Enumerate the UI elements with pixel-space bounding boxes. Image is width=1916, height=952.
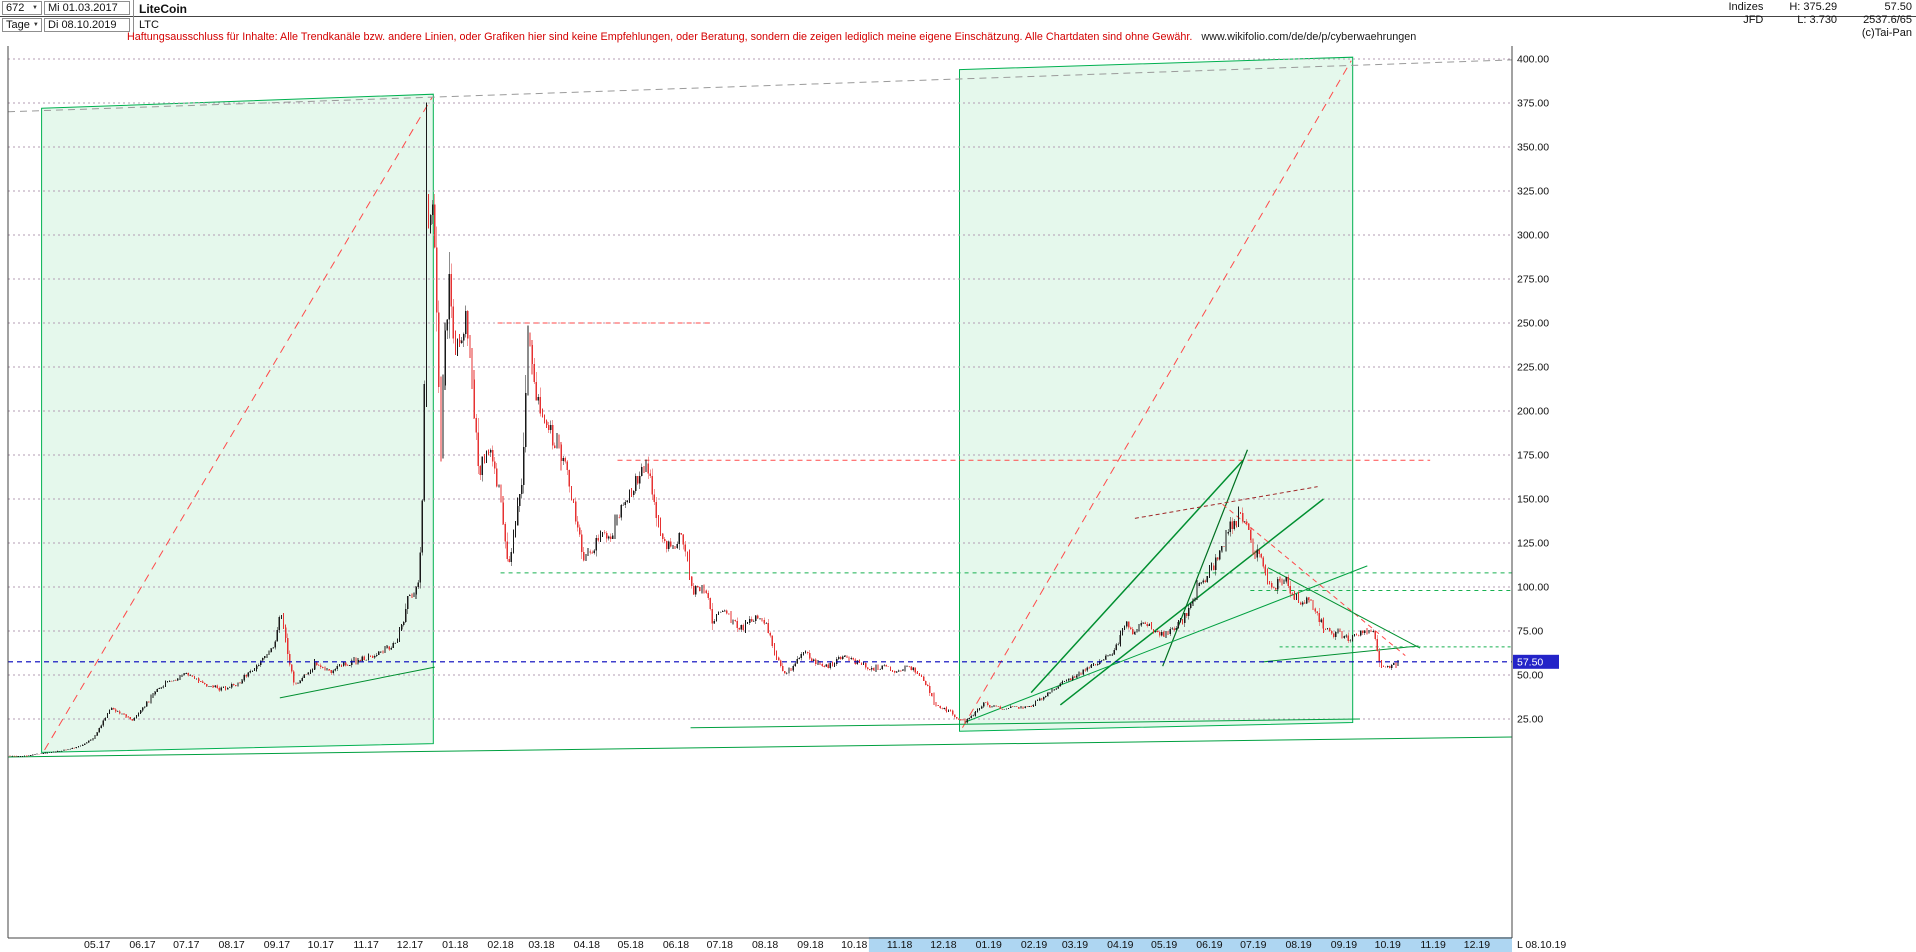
y-tick-label: 25.00	[1517, 714, 1543, 726]
date-from-value: Mi 01.03.2017	[48, 2, 118, 14]
high-value: H: 375.29	[1789, 1, 1838, 13]
x-tick-label: 07.18	[707, 939, 733, 951]
x-tick-label: 02.19	[1021, 939, 1047, 951]
toolbar: 672 ▼ Mi 01.03.2017 Tage ▼ Di 08.10.2019…	[0, 0, 1916, 46]
period-select[interactable]: Tage ▼	[2, 18, 42, 32]
x-tick-label: 12.19	[1464, 939, 1490, 951]
date-to-value: Di 08.10.2019	[48, 19, 117, 31]
period-value: Tage	[6, 19, 30, 31]
x-tick-label: 11.18	[887, 939, 913, 951]
x-tick-label: 07.19	[1240, 939, 1266, 951]
svg-text:57.50: 57.50	[1517, 656, 1543, 668]
x-tick-label: 01.19	[976, 939, 1002, 951]
date-to-field[interactable]: Di 08.10.2019	[44, 18, 130, 32]
x-tick-label: 06.17	[129, 939, 155, 951]
x-axis-labels: 05.17 06.17 07.17 08.17 09.17 10.17 11.17 12.17…	[84, 939, 1490, 951]
chevron-down-icon: ▼	[32, 5, 38, 11]
x-tick-label: 06.19	[1196, 939, 1222, 951]
x-tick-label: 04.19	[1107, 939, 1133, 951]
divider	[133, 0, 134, 33]
quote-info: Indizes H: 375.29 57.50 JFD L: 3.730 253…	[1729, 1, 1913, 26]
y-tick-label: 200.00	[1517, 406, 1549, 418]
last-value: 57.50	[1884, 1, 1912, 13]
x-tick-label: 05.19	[1151, 939, 1177, 951]
chevron-down-icon: ▼	[32, 22, 39, 28]
x-tick-label: 06.18	[663, 939, 689, 951]
x-tick-label: 12.17	[397, 939, 423, 951]
instrument-title: LiteCoin	[139, 2, 187, 16]
overlay-trendlines	[7, 59, 1513, 758]
x-tick-label: 07.17	[173, 939, 199, 951]
x-tick-label: 09.19	[1331, 939, 1357, 951]
y-tick-label: 125.00	[1517, 538, 1549, 550]
x-tick-label: 11.17	[353, 939, 379, 951]
x-tick-label: 10.18	[841, 939, 867, 951]
y-axis-labels: 400.00 375.00 350.00 325.00 300.00 275.00 250.…	[1517, 54, 1549, 726]
y-tick-label: 100.00	[1517, 582, 1549, 594]
disclaimer-body: Haftungsausschluss für Inhalte: Alle Tre…	[127, 31, 1193, 43]
x-tick-label: 01.18	[442, 939, 468, 951]
timeline-selection-band[interactable]	[868, 937, 1513, 952]
x-tick-label: 05.17	[84, 939, 110, 951]
last-date-label: L 08.10.19	[1517, 939, 1566, 951]
x-tick-label: 08.19	[1285, 939, 1311, 951]
x-tick-label: 09.18	[797, 939, 823, 951]
x-tick-label: 10.19	[1375, 939, 1401, 951]
x-tick-label: 04.18	[574, 939, 600, 951]
x-tick-label: 11.19	[1420, 939, 1446, 951]
x-tick-label: 03.19	[1062, 939, 1088, 951]
x-tick-label: 08.18	[752, 939, 778, 951]
bars-count-value: 672	[6, 2, 25, 14]
x-tick-label: 05.18	[618, 939, 644, 951]
trend-channel-boxes	[41, 56, 1354, 753]
plot-border	[7, 46, 1513, 939]
bars-count-select[interactable]: 672 ▼	[2, 1, 42, 15]
x-tick-label: 08.17	[218, 939, 244, 951]
broker-label: JFD	[1743, 14, 1764, 26]
disclaimer-text: Haftungsausschluss für Inhalte: Alle Tre…	[127, 31, 1416, 43]
y-tick-label: 225.00	[1517, 362, 1549, 374]
last-price-tag: 57.50	[1513, 654, 1559, 669]
y-tick-label: 350.00	[1517, 142, 1549, 154]
y-tick-label: 300.00	[1517, 230, 1549, 242]
copyright-label: (c)Tai-Pan	[1861, 27, 1912, 39]
y-tick-label: 75.00	[1517, 626, 1543, 638]
y-tick-label: 250.00	[1517, 318, 1549, 330]
y-tick-label: 400.00	[1517, 54, 1549, 66]
x-tick-label: 02.18	[487, 939, 513, 951]
disclaimer-link: www.wikifolio.com/de/de/p/cyberwaehrunge…	[1201, 31, 1417, 43]
y-tick-label: 175.00	[1517, 450, 1549, 462]
y-tick-label: 275.00	[1517, 274, 1549, 286]
y-tick-label: 325.00	[1517, 186, 1549, 198]
y-tick-label: 150.00	[1517, 494, 1549, 506]
y-tick-label: 375.00	[1517, 98, 1549, 110]
index-group-label: Indizes	[1728, 1, 1764, 13]
volume-value: 2537.6/65	[1863, 14, 1912, 26]
x-tick-label: 03.18	[528, 939, 554, 951]
low-value: L: 3.730	[1797, 14, 1838, 26]
x-tick-label: 12.18	[930, 939, 956, 951]
date-from-field[interactable]: Mi 01.03.2017	[44, 1, 130, 15]
candles	[7, 102, 1399, 757]
symbol-label: LTC	[139, 19, 159, 31]
x-tick-label: 09.17	[264, 939, 290, 951]
x-tick-label: 10.17	[308, 939, 334, 951]
gridlines	[8, 58, 1512, 720]
y-tick-label: 50.00	[1517, 670, 1543, 682]
toolbar-divider-line	[0, 16, 1916, 17]
